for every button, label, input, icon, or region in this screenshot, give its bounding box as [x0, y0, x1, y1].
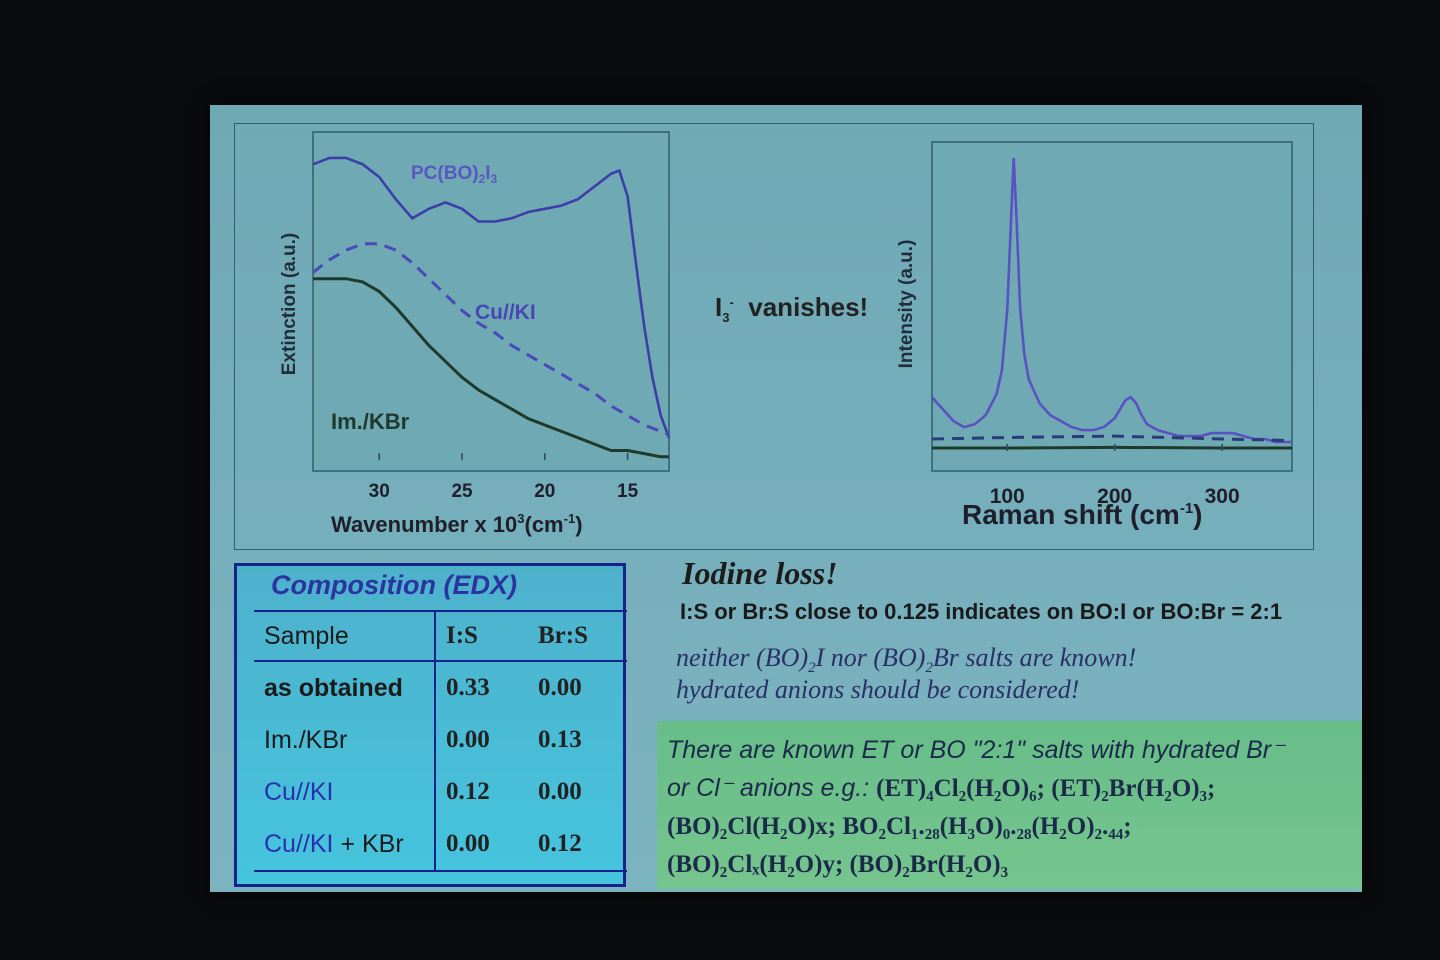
raman-series-line	[932, 445, 1292, 450]
raman-y-axis-label: Intensity (a.u.)	[896, 240, 917, 369]
raman-x-ticks: 100 200 300	[990, 444, 1240, 508]
figures-svg: 30 25 20 15 PC(BO)2I3 Cu//KI Im./KBr Extinc…	[279, 131, 1293, 537]
composition-table-box: Composition (EDX) Sample I:S Br:S as obt…	[234, 563, 627, 887]
known-salts-line: or Cl⁻ anions e.g.: (ET)₄Cl₂(H₂O)₆; (ET)…	[667, 774, 1216, 802]
series-label-imkbr: Im./KBr	[331, 409, 410, 434]
series-line	[312, 242, 670, 436]
series-label-cuki: Cu//KI	[475, 301, 536, 324]
table-row: as obtained 0.33 0.00	[254, 661, 627, 714]
composition-table: Sample I:S Br:S as obtained 0.33 0.00 Im…	[254, 610, 627, 872]
uv-plot-frame	[312, 131, 670, 472]
row-brs: 0.12	[538, 830, 582, 857]
header-is: I:S	[446, 622, 478, 649]
x-tick-label: 15	[617, 481, 639, 502]
x-tick-label: 20	[534, 481, 555, 502]
x-tick-label: 200	[1097, 485, 1132, 508]
table-row: Im./KBr 0.00 0.13	[254, 714, 627, 766]
table-header-row: Sample I:S Br:S	[254, 611, 627, 661]
row-is: 0.00	[446, 830, 490, 857]
series-line	[312, 156, 671, 439]
row-sample: as obtained	[254, 661, 436, 714]
row-brs: 0.13	[538, 726, 582, 753]
series-label-pcbo: PC(BO)2I3	[411, 163, 498, 186]
row-brs: 0.00	[538, 674, 582, 701]
salts-note: neither (BO)2I nor (BO)2Br salts are kno…	[676, 643, 1137, 677]
i3-vanishes-note: I3- vanishes!	[715, 292, 869, 326]
hydrated-anions-note: hydrated anions should be considered!	[676, 675, 1080, 704]
x-tick-label: 25	[451, 481, 473, 502]
raman-plot-frame	[931, 141, 1293, 472]
row-is: 0.00	[446, 726, 490, 753]
series-line	[313, 277, 669, 459]
uv-y-axis-label: Extinction (a.u.)	[279, 233, 300, 376]
table-row: Cu//KI 0.12 0.00	[254, 766, 627, 818]
uv-x-ticks: 30 25 20 15	[369, 453, 639, 502]
row-sample: Im./KBr	[254, 714, 436, 766]
row-is: 0.33	[446, 674, 490, 701]
slide: 30 25 20 15 PC(BO)2I3 Cu//KI Im./KBr Extinc…	[210, 105, 1362, 892]
row-brs: 0.00	[538, 778, 582, 805]
composition-title: Composition (EDX)	[271, 570, 517, 600]
row-sample: Cu//KI + KBr	[254, 818, 436, 871]
figure-panel: 30 25 20 15 PC(BO)2I3 Cu//KI Im./KBr Extinc…	[234, 123, 1314, 550]
row-sample: Cu//KI	[254, 766, 436, 818]
raman-series-line	[931, 157, 1292, 444]
uv-plot	[312, 156, 671, 459]
uv-x-axis-label: Wavenumber x 103(cm-1)	[331, 511, 583, 537]
x-tick-label: 30	[369, 481, 390, 502]
known-salts-box: There are known ET or BO "2:1" salts wit…	[657, 721, 1362, 889]
header-brs: Br:S	[538, 622, 588, 649]
raman-series-line	[931, 434, 1293, 442]
x-tick-label: 300	[1205, 485, 1240, 508]
raman-x-axis-label: Raman shift (cm-1)	[962, 499, 1203, 530]
x-tick-label: 100	[990, 485, 1025, 508]
iodine-loss-heading: Iodine loss!	[682, 555, 838, 591]
known-salts-line: (BO)₂Cl(H₂O)x; BO₂Cl₁.₂₈(H₃O)₀.₂₈(H₂O)₂.…	[667, 813, 1132, 840]
known-salts-line: There are known ET or BO "2:1" salts wit…	[667, 736, 1285, 764]
table-row: Cu//KI + KBr 0.00 0.12	[254, 818, 627, 871]
known-salts-line: (BO)₂Clₓ(H₂O)y; (BO)₂Br(H₂O)₃	[667, 851, 1009, 878]
row-is: 0.12	[446, 778, 490, 805]
header-sample: Sample	[254, 611, 436, 661]
ratio-statement: I:S or Br:S close to 0.125 indicates on …	[680, 599, 1283, 624]
